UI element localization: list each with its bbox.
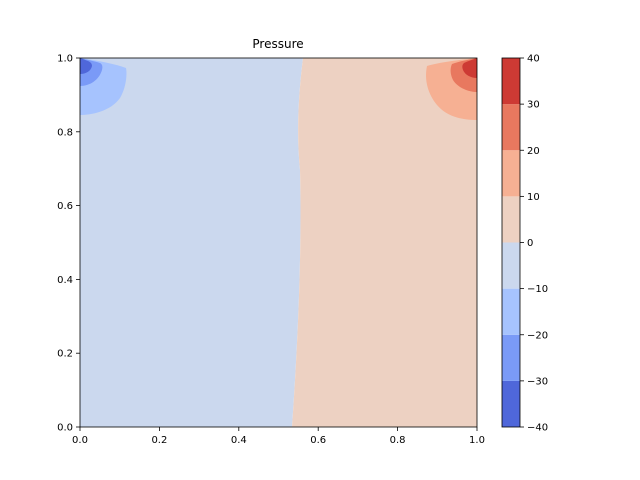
colorbar-segment: [502, 150, 520, 197]
contour-band-0-10: [292, 58, 477, 427]
plot-frame: [79, 57, 478, 428]
contour-band-30-40: [462, 58, 477, 78]
x-tick-label: 0.0: [72, 435, 88, 446]
colorbar-tick-label: 0: [527, 238, 533, 249]
x-tick-label: 0.4: [231, 435, 247, 446]
colorbar-tick-label: 10: [527, 192, 540, 203]
y-tick-label: 1.0: [57, 54, 73, 65]
colorbar-tick-label: −30: [527, 376, 548, 387]
x-axis: 0.0 0.2 0.4 0.6 0.8 1.0: [72, 427, 485, 446]
x-tick-label: 0.2: [151, 435, 167, 446]
colorbar: −40 −30 −20 −10 0 10 20 30 40: [501, 54, 548, 434]
colorbar-segment: [502, 58, 520, 105]
colorbar-segment: [502, 104, 520, 151]
colorbar-segment: [502, 334, 520, 381]
y-tick-label: 0.8: [57, 127, 73, 138]
colorbar-tick-label: 20: [527, 146, 540, 157]
chart-title: Pressure: [252, 37, 303, 51]
colorbar-segment: [502, 196, 520, 243]
colorbar-tick-label: −20: [527, 330, 548, 341]
contour-band-neg40-neg30: [80, 58, 92, 74]
x-tick-label: 0.8: [390, 435, 406, 446]
colorbar-segment: [502, 288, 520, 335]
y-tick-label: 0.6: [57, 201, 73, 212]
y-tick-label: 0.0: [57, 423, 73, 434]
contour-plot-area: [79, 57, 478, 428]
y-axis: 0.0 0.2 0.4 0.6 0.8 1.0: [57, 54, 80, 434]
colorbar-tick-label: 30: [527, 100, 540, 111]
y-tick-label: 0.2: [57, 349, 73, 360]
colorbar-segment: [502, 380, 520, 427]
colorbar-tick-label: −10: [527, 284, 548, 295]
colorbar-tick-label: 40: [527, 54, 540, 65]
x-tick-label: 1.0: [469, 435, 485, 446]
x-tick-label: 0.6: [310, 435, 326, 446]
y-tick-label: 0.4: [57, 275, 73, 286]
contour-band-neg10-0: [80, 58, 303, 427]
colorbar-tick-label: −40: [527, 423, 548, 434]
colorbar-segment: [502, 242, 520, 289]
